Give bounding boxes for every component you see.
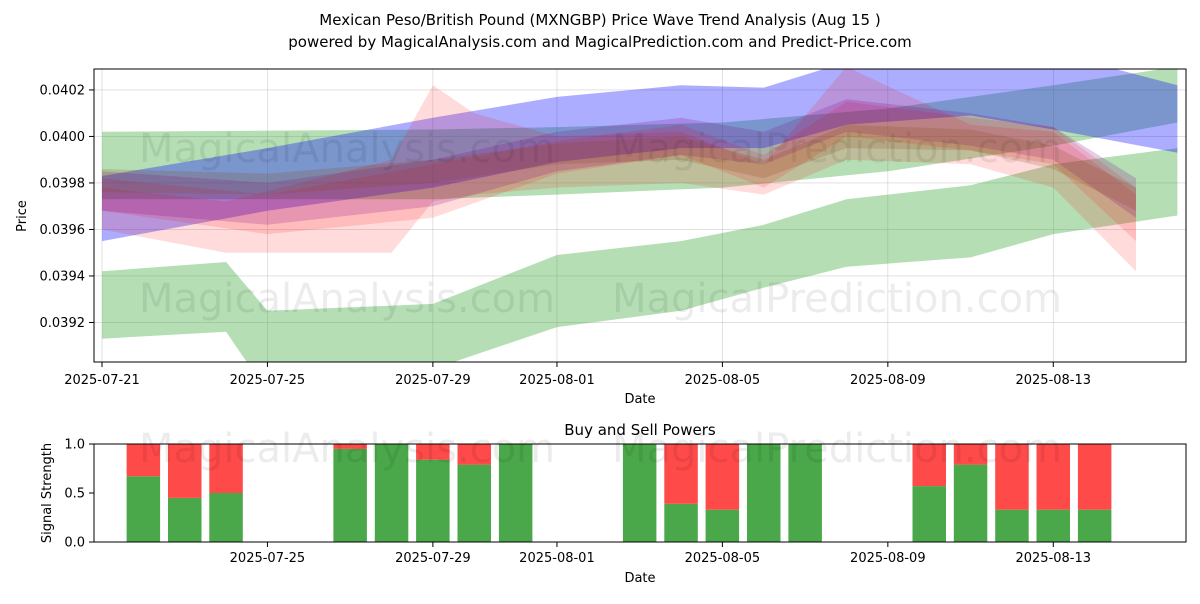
watermark-top-right-2: MagicalPrediction.com xyxy=(612,276,1062,322)
price-x-axis-label: Date xyxy=(624,392,655,407)
price-y-tick-label: 0.0402 xyxy=(40,83,86,98)
signal-bars xyxy=(126,444,1112,542)
buy-bar xyxy=(995,509,1029,542)
price-panel: MagicalAnalysis.com MagicalPrediction.co… xyxy=(15,68,1187,407)
signal-y-axis-label: Signal Strength xyxy=(40,443,55,543)
signal-x-tick-label: 2025-07-29 xyxy=(395,551,471,566)
signal-x-axis-label: Date xyxy=(624,571,655,586)
price-x-ticks: 2025-07-21 2025-07-25 2025-07-29 2025-08-01… xyxy=(64,362,1091,388)
buy-bar xyxy=(788,444,822,542)
signal-panel: Buy and Sell Powers MagicalAnalysis.com … xyxy=(40,421,1187,586)
signal-x-ticks: 2025-07-25 2025-07-29 2025-08-01 2025-08-05… xyxy=(230,542,1091,566)
signal-y-tick-label: 1.0 xyxy=(64,438,85,453)
price-x-tick-label: 2025-08-05 xyxy=(685,373,761,388)
sell-bar xyxy=(664,444,698,504)
buy-bar xyxy=(1077,509,1112,542)
price-x-tick-label: 2025-07-21 xyxy=(64,373,140,388)
price-band-green-0 xyxy=(102,148,1178,362)
signal-y-tick-label: 0.0 xyxy=(64,536,85,551)
buy-bar xyxy=(664,503,698,542)
sell-bar xyxy=(1077,444,1112,510)
sell-bar xyxy=(416,444,450,460)
sell-bar xyxy=(912,444,946,487)
signal-x-tick-label: 2025-08-05 xyxy=(685,551,761,566)
sell-bar xyxy=(705,444,740,510)
price-y-tick-label: 0.0400 xyxy=(40,130,86,145)
buy-bar xyxy=(498,444,533,542)
price-x-tick-label: 2025-07-25 xyxy=(230,373,306,388)
buy-bar xyxy=(126,476,161,542)
buy-bar xyxy=(622,444,657,542)
buy-bar xyxy=(705,509,740,542)
price-x-tick-label: 2025-08-09 xyxy=(850,373,926,388)
price-y-tick-label: 0.0398 xyxy=(40,176,86,191)
price-band-green-1 xyxy=(102,69,1178,200)
buy-bar xyxy=(416,459,450,542)
price-y-tick-label: 0.0394 xyxy=(40,269,86,284)
sell-bar xyxy=(168,444,202,498)
buy-bar xyxy=(747,444,781,542)
price-x-tick-label: 2025-08-13 xyxy=(1015,373,1091,388)
signal-x-tick-label: 2025-07-25 xyxy=(230,551,306,566)
signal-y-ticks: 0.0 0.5 1.0 xyxy=(64,438,94,551)
price-y-tick-label: 0.0392 xyxy=(40,316,86,331)
signal-panel-title: Buy and Sell Powers xyxy=(564,421,716,439)
price-band-purple-5 xyxy=(102,99,1136,225)
buy-bar xyxy=(333,448,367,542)
buy-bar xyxy=(374,444,409,542)
watermark-bottom-right: MagicalPrediction.com xyxy=(612,426,1062,472)
sell-bar xyxy=(1036,444,1070,510)
signal-x-tick-label: 2025-08-01 xyxy=(519,551,595,566)
price-y-tick-label: 0.0396 xyxy=(40,223,86,238)
sell-bar xyxy=(995,444,1029,510)
price-x-tick-label: 2025-08-01 xyxy=(519,373,595,388)
buy-bar xyxy=(209,493,243,542)
price-y-axis-label: Price xyxy=(15,200,30,232)
watermark-bottom-left: MagicalAnalysis.com xyxy=(139,426,555,472)
price-band-blue-2 xyxy=(102,69,1178,242)
watermark-top-right-1: MagicalPrediction.com xyxy=(612,126,1062,172)
sell-bar xyxy=(953,444,988,465)
sell-bar xyxy=(457,444,491,465)
price-grid xyxy=(94,69,1186,362)
chart-title-line2: powered by MagicalAnalysis.com and Magic… xyxy=(288,33,912,51)
price-band-red-4 xyxy=(102,101,1136,242)
watermark-top-left-1: MagicalAnalysis.com xyxy=(139,126,555,172)
sell-bar xyxy=(333,444,367,449)
price-band-brown-6 xyxy=(102,124,1136,211)
buy-bar xyxy=(457,464,491,542)
price-axes-frame xyxy=(93,68,1187,363)
price-x-tick-label: 2025-07-29 xyxy=(395,373,471,388)
sell-bar xyxy=(209,444,243,493)
price-bands xyxy=(102,69,1178,362)
buy-bar xyxy=(912,486,946,542)
buy-bar xyxy=(168,497,202,542)
price-y-ticks: 0.0392 0.0394 0.0396 0.0398 0.0400 0.0402 xyxy=(40,83,94,331)
signal-y-tick-label: 0.5 xyxy=(64,487,85,502)
watermark-top-left-2: MagicalAnalysis.com xyxy=(139,276,555,322)
price-band-red-3 xyxy=(102,69,1136,272)
sell-bar xyxy=(126,444,161,477)
buy-bar xyxy=(1036,509,1070,542)
chart-title-line1: Mexican Peso/British Pound (MXNGBP) Pric… xyxy=(319,11,880,29)
signal-x-tick-label: 2025-08-13 xyxy=(1015,551,1091,566)
buy-bar xyxy=(953,464,988,542)
signal-x-tick-label: 2025-08-09 xyxy=(850,551,926,566)
